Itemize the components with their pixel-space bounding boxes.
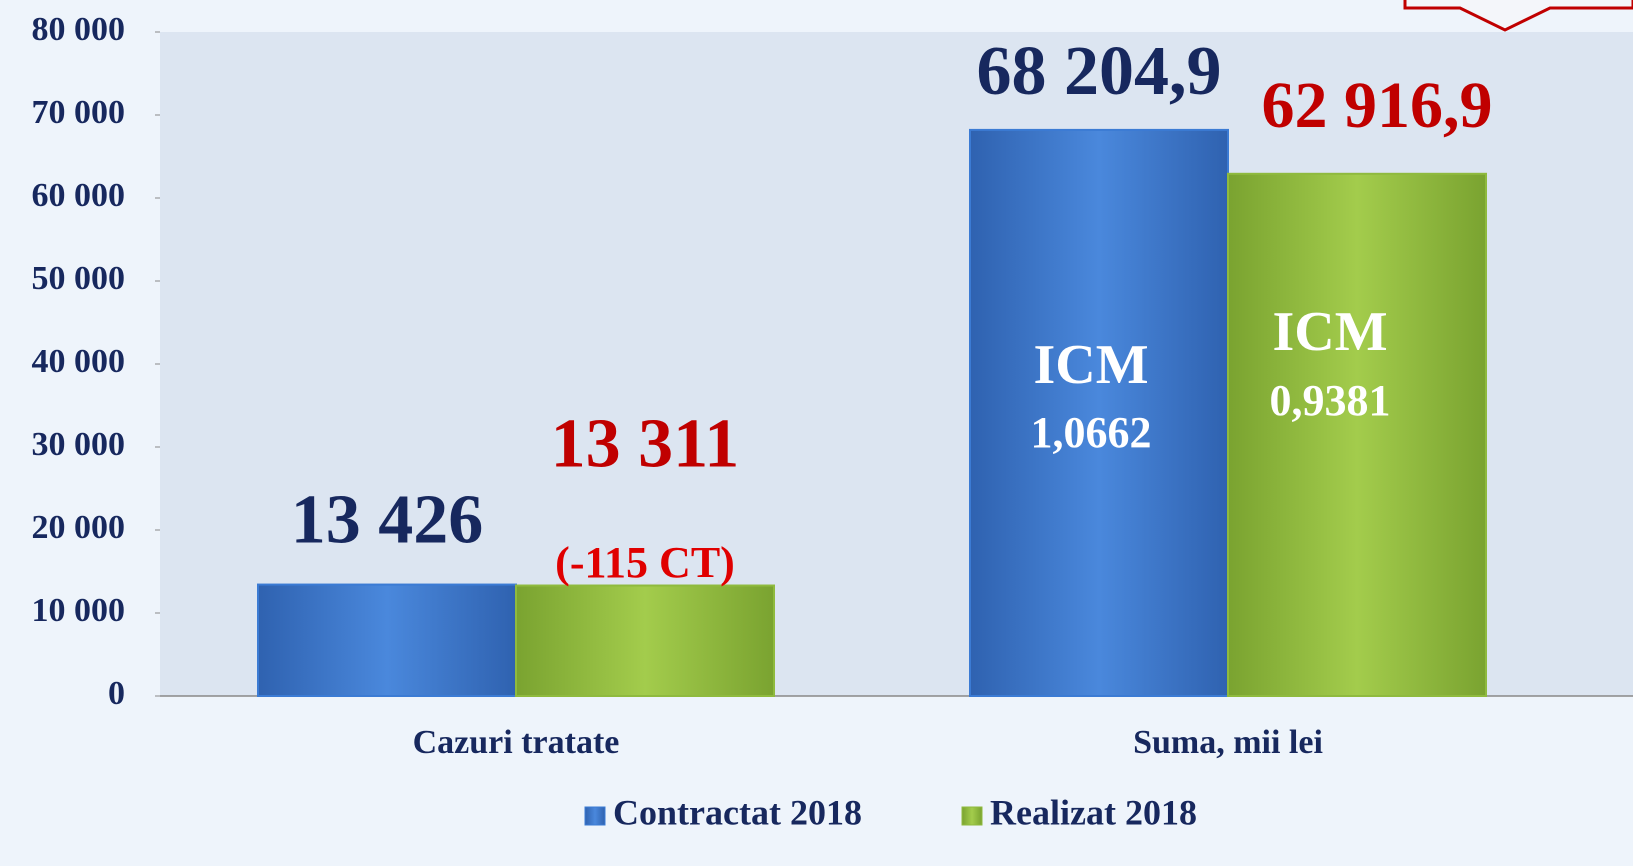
legend-swatch bbox=[584, 806, 606, 826]
value-label: 13 311 bbox=[551, 406, 740, 483]
bar bbox=[257, 583, 517, 698]
callout-shape bbox=[1403, 0, 1633, 32]
y-tick-label: 70 000 bbox=[32, 94, 126, 131]
y-tick-label: 60 000 bbox=[32, 177, 126, 214]
y-tick-label: 40 000 bbox=[32, 343, 126, 380]
bar bbox=[969, 128, 1229, 697]
x-tick-label: Suma, mii lei bbox=[1133, 724, 1323, 761]
annotation: 0,9381 bbox=[1270, 376, 1391, 425]
legend-label: Contractat 2018 bbox=[613, 792, 862, 832]
value-label: 68 204,9 bbox=[977, 33, 1222, 110]
bar bbox=[515, 584, 775, 697]
value-label: 13 426 bbox=[291, 482, 484, 559]
y-tick-label: 30 000 bbox=[32, 426, 126, 463]
annotation: ICM bbox=[1272, 301, 1387, 363]
legend-label: Realizat 2018 bbox=[990, 792, 1197, 832]
value-label: 62 916,9 bbox=[1262, 69, 1493, 142]
y-tick-label: 80 000 bbox=[32, 11, 126, 48]
x-tick-label: Cazuri tratate bbox=[413, 724, 620, 761]
legend-swatch bbox=[961, 806, 983, 826]
y-tick-label: 20 000 bbox=[32, 509, 126, 546]
y-tick-label: 0 bbox=[108, 675, 125, 712]
annotation: (-115 CT) bbox=[555, 538, 735, 587]
y-tick-label: 50 000 bbox=[32, 260, 126, 297]
y-tick-label: 10 000 bbox=[32, 592, 126, 629]
bar bbox=[1227, 172, 1487, 697]
annotation: ICM bbox=[1033, 334, 1148, 396]
annotation: 1,0662 bbox=[1031, 408, 1152, 457]
